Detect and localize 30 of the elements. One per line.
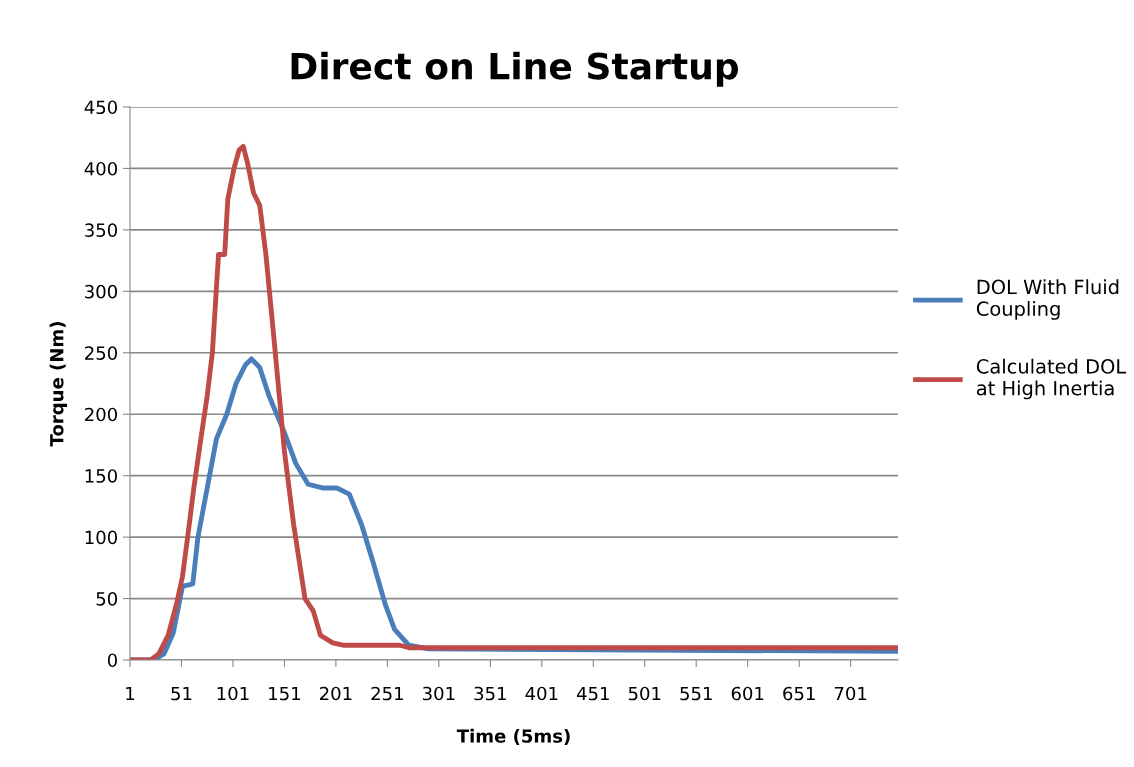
y-tick-label: 350 [85,223,117,238]
x-tick-label: 651 [783,686,815,701]
x-axis-title: Time (5ms) [456,728,570,745]
y-tick-label: 250 [85,346,117,360]
x-tick-label: 251 [371,686,403,701]
y-tick-label: 0 [107,653,117,668]
x-tick-label: 601 [731,686,764,701]
legend-label: DOL With Fluid Coupling [976,279,1119,320]
y-tick-label: 100 [85,530,117,545]
chart-title: Direct on Line Startup [291,51,739,87]
x-tick-label: 501 [628,686,661,701]
x-tick-label: 301 [422,686,455,701]
x-tick-label: 401 [525,686,558,701]
x-tick-label: 101 [217,686,249,701]
x-tick-label: 451 [576,686,609,701]
x-tick-label: 1 [126,686,135,701]
y-axis-title: Torque (Nm) [49,322,68,447]
x-tick-label: 551 [680,686,712,701]
x-tick-label: 701 [834,686,867,701]
y-tick-label: 400 [84,161,117,176]
x-tick-label: 51 [171,686,192,701]
x-tick-label: 151 [269,686,300,701]
y-tick-label: 450 [84,100,117,115]
x-tick-label: 201 [319,686,352,701]
legend-label: Calculated DOL at High Inertia [976,358,1127,400]
x-tick-label: 351 [474,686,506,701]
y-tick-label: 300 [85,284,117,299]
y-tick-label: 50 [96,592,117,606]
y-tick-label: 150 [85,469,117,483]
y-tick-label: 200 [85,407,117,422]
